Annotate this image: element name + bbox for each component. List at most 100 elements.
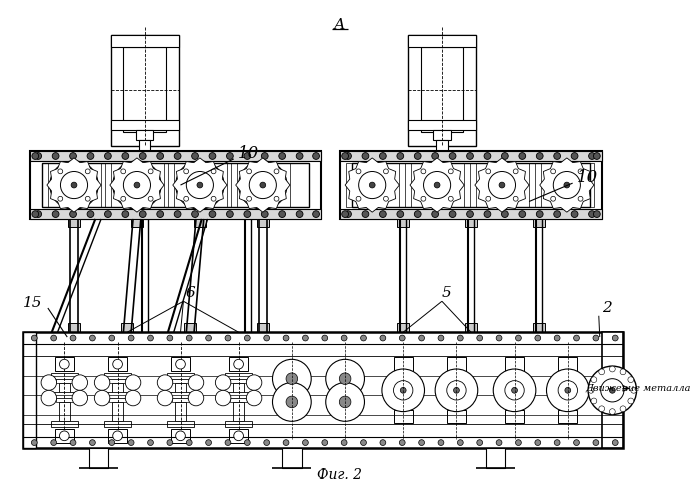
Circle shape [477,335,482,341]
Bar [394,410,413,423]
Circle shape [467,211,473,217]
Circle shape [620,369,626,375]
Circle shape [134,182,140,188]
Circle shape [484,211,491,217]
Bar [411,163,464,207]
Circle shape [246,391,262,406]
Circle shape [434,182,440,188]
Circle shape [593,440,599,446]
Circle shape [312,211,319,217]
Circle shape [588,366,637,414]
Circle shape [505,381,524,400]
Bar [22,332,623,448]
Bar [108,357,127,371]
Circle shape [380,152,387,159]
Bar [233,402,245,421]
Circle shape [513,169,518,174]
Bar [136,130,153,140]
Circle shape [457,335,463,341]
Circle shape [591,377,597,383]
Bar [233,383,245,402]
Circle shape [558,381,577,400]
Circle shape [303,440,308,446]
Circle shape [31,335,37,341]
Bar [346,163,399,207]
Circle shape [147,440,153,446]
Circle shape [610,409,615,414]
Bar [230,379,247,383]
Circle shape [209,152,216,159]
Circle shape [174,152,181,159]
Bar [22,332,36,448]
Circle shape [211,197,216,201]
Circle shape [342,152,349,159]
Circle shape [264,335,270,341]
Circle shape [448,169,453,174]
Bar [51,421,78,427]
Circle shape [519,152,526,159]
Bar [408,35,476,147]
Circle shape [554,211,561,217]
Bar [167,373,194,379]
Circle shape [571,211,578,217]
Circle shape [94,391,110,406]
Circle shape [345,152,352,159]
Bar [225,373,252,379]
Circle shape [554,440,560,446]
Circle shape [322,335,328,341]
Bar [31,209,321,219]
Bar [237,163,290,207]
Circle shape [356,169,361,174]
Circle shape [215,391,231,406]
Circle shape [113,431,122,441]
Circle shape [35,152,41,159]
Circle shape [87,152,94,159]
Text: 10: 10 [238,145,259,161]
Circle shape [244,152,251,159]
Bar [541,163,594,207]
Bar [505,410,524,423]
Circle shape [139,152,146,159]
Circle shape [326,359,364,398]
Circle shape [339,373,351,385]
Circle shape [489,171,516,198]
Circle shape [486,169,491,174]
Circle shape [551,197,556,201]
Bar [225,392,252,398]
Circle shape [599,369,605,375]
Circle shape [113,359,122,369]
Bar [104,421,131,427]
Bar [69,323,80,332]
Bar [465,323,477,332]
Circle shape [399,440,405,446]
Circle shape [209,211,216,217]
Circle shape [72,375,87,391]
Circle shape [245,440,250,446]
Circle shape [94,375,110,391]
Bar [139,140,150,153]
Circle shape [501,152,508,159]
Bar [104,392,131,398]
Text: Фиг. 2: Фиг. 2 [317,468,362,482]
Bar [31,151,321,219]
Bar [257,323,268,332]
Bar [111,35,178,47]
Polygon shape [345,158,399,212]
Circle shape [188,391,203,406]
Bar [533,323,545,332]
Bar [340,151,602,219]
Bar [167,421,194,427]
Circle shape [167,335,173,341]
Circle shape [419,440,424,446]
Circle shape [124,171,150,198]
Bar [447,410,466,423]
Bar [505,357,524,371]
Circle shape [279,152,286,159]
Circle shape [588,388,594,393]
Circle shape [397,211,404,217]
Circle shape [359,171,386,198]
Circle shape [197,182,203,188]
Polygon shape [47,158,101,212]
Circle shape [52,152,59,159]
Circle shape [244,211,251,217]
